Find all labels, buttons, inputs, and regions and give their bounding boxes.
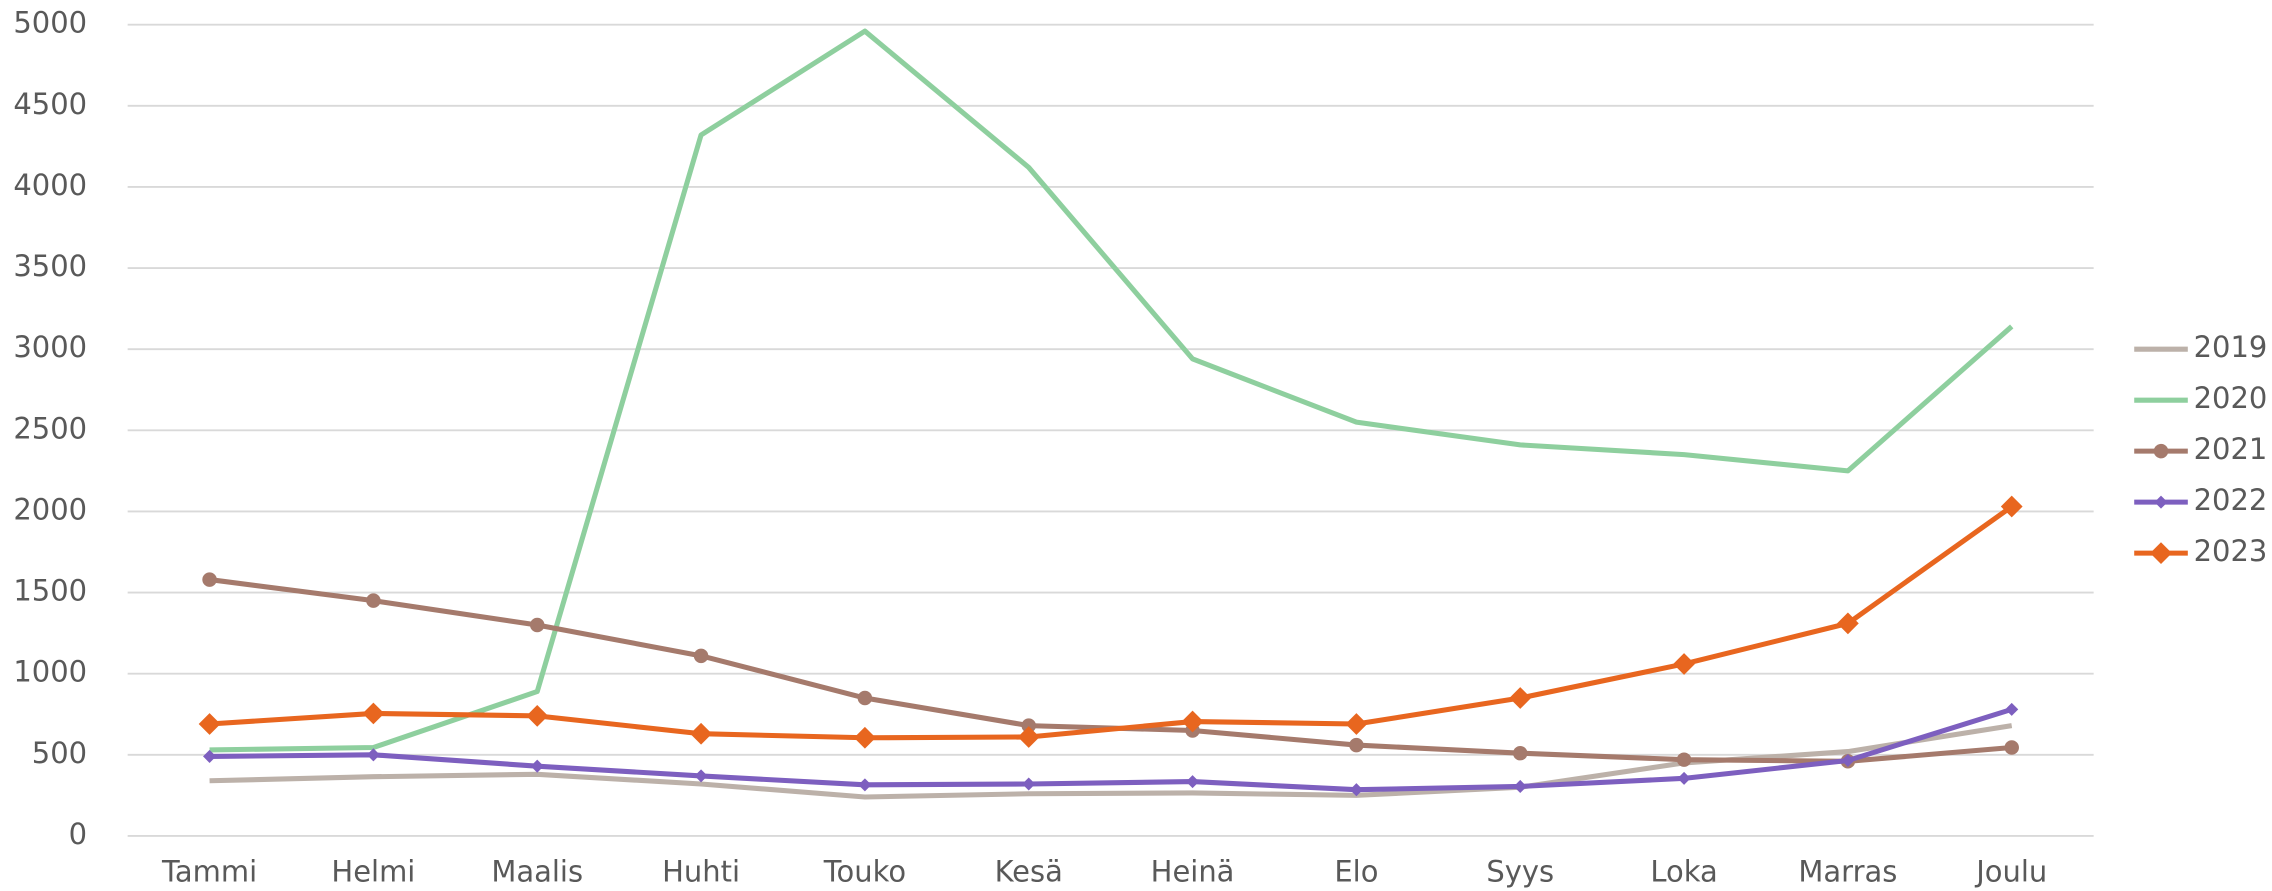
x-tick-label: Tammi	[161, 855, 257, 889]
marker	[366, 748, 380, 762]
marker	[1513, 779, 1527, 793]
marker	[1837, 612, 1859, 635]
x-tick-label: Syys	[1486, 855, 1554, 889]
y-tick-label: 1000	[13, 655, 87, 689]
marker	[1677, 771, 1691, 785]
x-tick-label: Loka	[1650, 855, 1717, 889]
marker	[1021, 718, 1036, 733]
y-tick-label: 2000	[13, 492, 87, 526]
series-line	[209, 706, 2013, 793]
y-tick-label: 1500	[13, 574, 87, 608]
marker	[690, 722, 712, 745]
marker	[1017, 726, 1040, 748]
marker	[1841, 753, 1855, 768]
marker	[1349, 783, 1363, 797]
y-tick-label: 4000	[13, 168, 87, 202]
marker	[858, 778, 872, 792]
y-tick-label: 3000	[13, 330, 87, 364]
marker	[1509, 687, 1532, 709]
marker	[1022, 777, 1036, 791]
x-tick-label: Maalis	[491, 855, 583, 889]
y-tick-label: 500	[32, 736, 87, 770]
marker	[857, 690, 873, 706]
marker	[2000, 495, 2023, 518]
x-tick-label: Elo	[1334, 855, 1378, 889]
legend-label: 2021	[2194, 432, 2268, 466]
x-tick-label: Marras	[1798, 855, 1897, 889]
series-line	[209, 577, 2012, 764]
x-tick-label: Heinä	[1151, 855, 1235, 889]
marker	[202, 572, 217, 587]
marker	[1676, 752, 1692, 767]
marker	[693, 648, 709, 664]
series-line	[209, 28, 2014, 753]
marker	[2154, 495, 2168, 509]
marker	[362, 702, 385, 725]
marker	[530, 759, 544, 773]
marker	[1186, 775, 1200, 789]
y-tick-label: 2500	[13, 411, 87, 445]
marker	[2153, 443, 2169, 459]
legend-label: 2020	[2194, 381, 2268, 415]
y-tick-label: 5000	[13, 6, 87, 40]
marker	[526, 705, 549, 727]
marker	[2005, 702, 2019, 716]
y-tick-label: 4500	[13, 87, 87, 121]
marker	[854, 726, 876, 749]
x-tick-label: Joulu	[1974, 855, 2047, 889]
y-tick-label: 0	[69, 817, 87, 851]
legend-label: 2019	[2194, 330, 2268, 364]
series-line	[209, 504, 2014, 741]
marker	[2004, 740, 2019, 755]
legend-label: 2022	[2194, 483, 2268, 517]
marker	[2150, 542, 2172, 565]
marker	[529, 617, 545, 633]
marker	[1512, 745, 1528, 761]
marker	[694, 769, 708, 783]
y-tick-label: 3500	[13, 249, 87, 283]
marker	[198, 713, 221, 735]
marker	[203, 749, 217, 763]
marker	[1673, 653, 1695, 675]
x-tick-label: Helmi	[331, 855, 415, 889]
marker	[366, 593, 381, 608]
marker	[1349, 737, 1364, 753]
legend-label: 2023	[2194, 534, 2268, 568]
x-tick-label: Touko	[823, 855, 906, 889]
marker	[1345, 713, 1368, 735]
x-tick-label: Huhti	[662, 855, 740, 889]
x-tick-label: Kesä	[995, 855, 1063, 889]
